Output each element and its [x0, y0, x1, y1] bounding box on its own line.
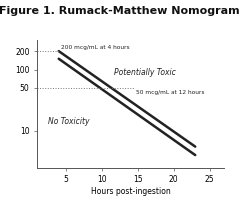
Text: 50 mcg/mL at 12 hours: 50 mcg/mL at 12 hours [136, 90, 205, 95]
Text: No Toxicity: No Toxicity [48, 117, 89, 126]
X-axis label: Hours post-ingestion: Hours post-ingestion [91, 187, 170, 196]
Text: Figure 1. Rumack-Matthew Nomogram: Figure 1. Rumack-Matthew Nomogram [0, 6, 239, 16]
Text: 200 mcg/mL at 4 hours: 200 mcg/mL at 4 hours [61, 45, 130, 50]
Text: Potentially Toxic: Potentially Toxic [114, 68, 176, 77]
